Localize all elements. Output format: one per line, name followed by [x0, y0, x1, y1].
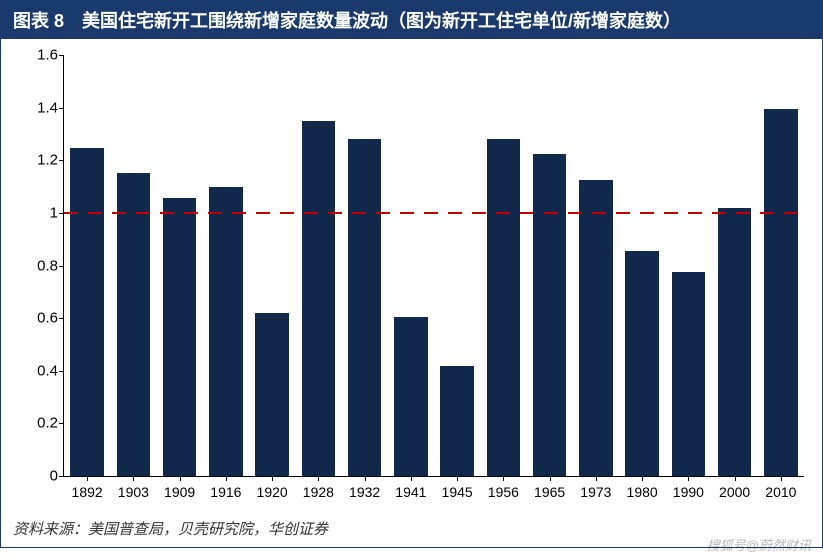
y-tick-label: 0.8: [10, 257, 58, 274]
bar: [440, 366, 473, 477]
x-tick-mark: [596, 476, 597, 481]
x-tick-label: 2010: [765, 484, 796, 500]
x-tick-mark: [642, 476, 643, 481]
x-tick-mark: [272, 476, 273, 481]
x-tick-label: 1892: [72, 484, 103, 500]
bar: [163, 198, 196, 476]
x-tick-mark: [550, 476, 551, 481]
x-tick-label: 1920: [257, 484, 288, 500]
x-tick-mark: [688, 476, 689, 481]
y-tick-mark: [59, 108, 64, 109]
plot-region: 00.20.40.60.811.21.41.618921903190919161…: [63, 55, 804, 477]
bar: [579, 180, 612, 476]
bar: [209, 187, 242, 476]
x-tick-label: 1956: [488, 484, 519, 500]
x-tick-label: 1941: [395, 484, 426, 500]
x-tick-mark: [318, 476, 319, 481]
bar: [533, 154, 566, 476]
x-tick-label: 1928: [303, 484, 334, 500]
y-tick-label: 0.2: [10, 415, 58, 432]
y-tick-label: 1: [10, 204, 58, 221]
x-tick-mark: [180, 476, 181, 481]
bar: [718, 208, 751, 476]
x-tick-label: 1965: [534, 484, 565, 500]
y-tick-label: 1.2: [10, 152, 58, 169]
y-tick-mark: [59, 476, 64, 477]
bar: [487, 139, 520, 476]
bar: [348, 139, 381, 476]
y-tick-label: 1.4: [10, 99, 58, 116]
x-tick-mark: [226, 476, 227, 481]
y-tick-mark: [59, 318, 64, 319]
y-tick-mark: [59, 160, 64, 161]
x-tick-label: 1916: [210, 484, 241, 500]
x-tick-mark: [781, 476, 782, 481]
bar: [70, 148, 103, 476]
x-tick-label: 2000: [719, 484, 750, 500]
y-tick-label: 0.6: [10, 310, 58, 327]
y-tick-mark: [59, 55, 64, 56]
bar: [625, 251, 658, 476]
x-tick-label: 1980: [627, 484, 658, 500]
x-tick-mark: [87, 476, 88, 481]
x-tick-mark: [457, 476, 458, 481]
x-tick-label: 1909: [164, 484, 195, 500]
x-tick-mark: [133, 476, 134, 481]
y-tick-mark: [59, 266, 64, 267]
x-tick-label: 1990: [673, 484, 704, 500]
y-tick-mark: [59, 423, 64, 424]
y-tick-label: 0.4: [10, 362, 58, 379]
y-tick-mark: [59, 371, 64, 372]
x-tick-mark: [503, 476, 504, 481]
bar: [764, 109, 797, 476]
chart-area: 0 0.2 0.4 0.6 0.8 1 1.2 1.4 1.6 1892 1903 1909 1916 1…: [9, 45, 814, 507]
bar: [302, 121, 335, 476]
bar: [117, 173, 150, 476]
x-tick-label: 1903: [118, 484, 149, 500]
chart-title: 图表 8 美国住宅新开工围绕新增家庭数量波动（图为新开工住宅单位/新增家庭数）: [1, 1, 822, 39]
x-tick-label: 1932: [349, 484, 380, 500]
source-text: 资料来源：美国普查局，贝壳研究院，华创证券: [13, 518, 328, 539]
x-tick-label: 1973: [580, 484, 611, 500]
x-tick-mark: [411, 476, 412, 481]
watermark-text: 搜狐号@蔚然财讯: [707, 535, 811, 554]
y-tick-label: 1.6: [10, 47, 58, 64]
bar: [255, 313, 288, 476]
bar: [672, 272, 705, 476]
x-tick-mark: [365, 476, 366, 481]
x-tick-mark: [735, 476, 736, 481]
x-tick-label: 1945: [442, 484, 473, 500]
y-tick-label: 0: [10, 468, 58, 485]
bar: [394, 317, 427, 476]
